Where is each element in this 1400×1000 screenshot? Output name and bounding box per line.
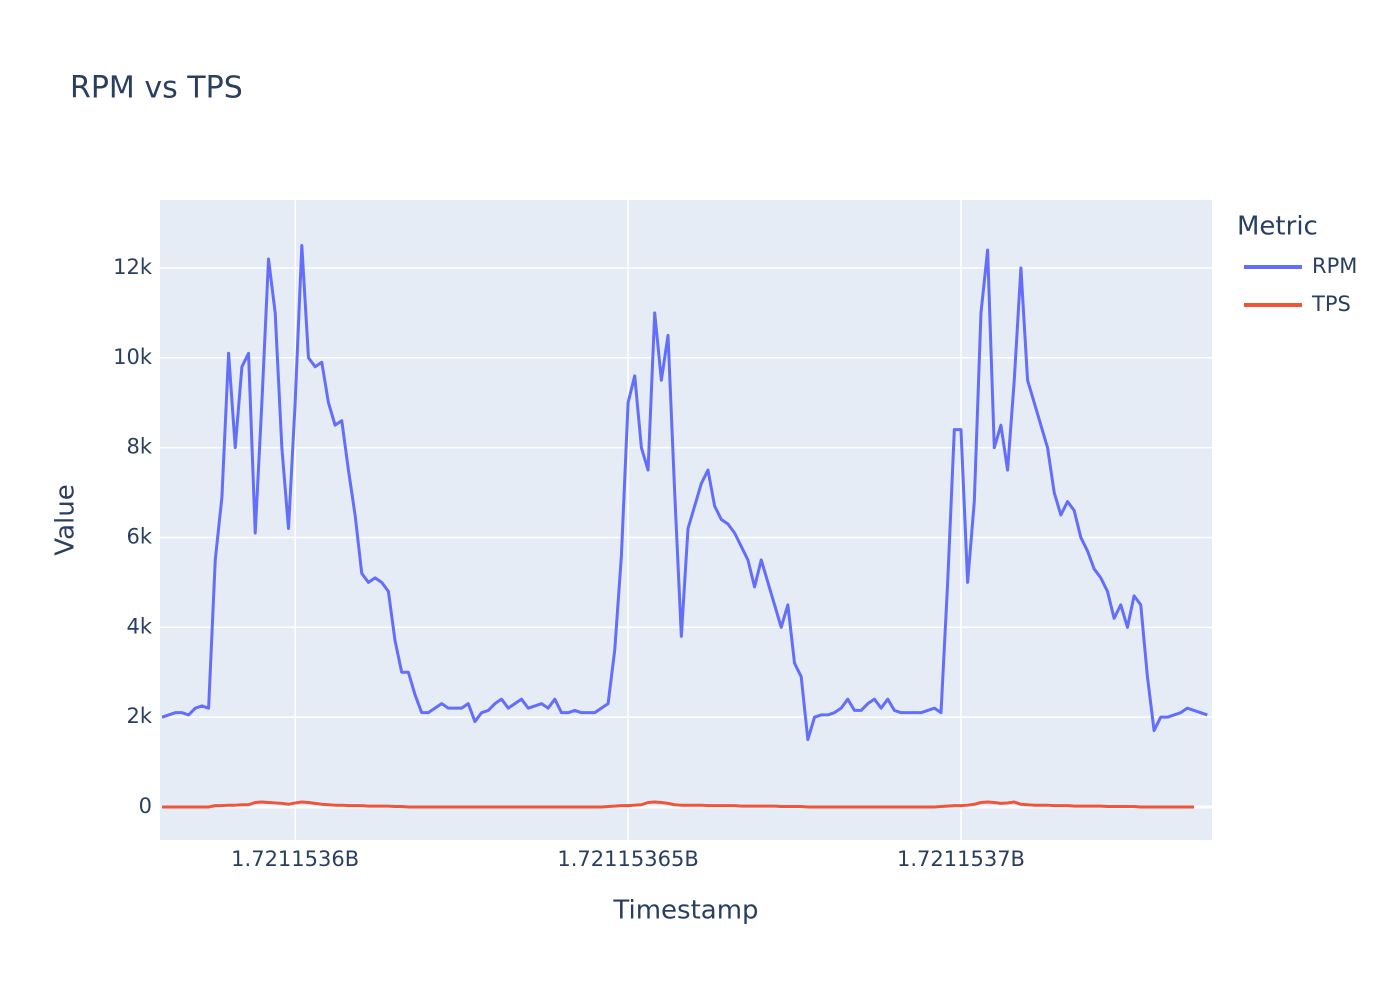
legend-label: TPS <box>1311 292 1351 316</box>
x-tick-label: 1.7211536B <box>231 847 359 871</box>
series-line <box>161 244 1208 742</box>
x-tick-label: 1.72115365B <box>557 847 698 871</box>
legend: RPM TPS <box>1244 254 1357 316</box>
y-tick-label: 6k <box>126 524 152 548</box>
y-tick-label: 12k <box>113 255 153 279</box>
x-axis-title: Timestamp <box>612 896 758 926</box>
legend-title: Metric <box>1237 212 1318 242</box>
series-line <box>162 800 1195 809</box>
y-tick-label: 4k <box>126 614 152 638</box>
y-axis-title: Value <box>51 484 81 555</box>
y-tick-label: 10k <box>113 345 153 369</box>
y-tick-label: 2k <box>126 704 152 728</box>
legend-label: RPM <box>1312 254 1357 278</box>
chart-title: RPM vs TPS <box>70 71 243 106</box>
y-tick-label: 0 <box>139 794 152 818</box>
grid <box>160 200 1212 840</box>
plot-area <box>160 200 1212 840</box>
lines <box>161 244 1208 809</box>
x-tick-label: 1.7211537B <box>897 847 1025 871</box>
y-tick-label: 8k <box>126 435 152 459</box>
